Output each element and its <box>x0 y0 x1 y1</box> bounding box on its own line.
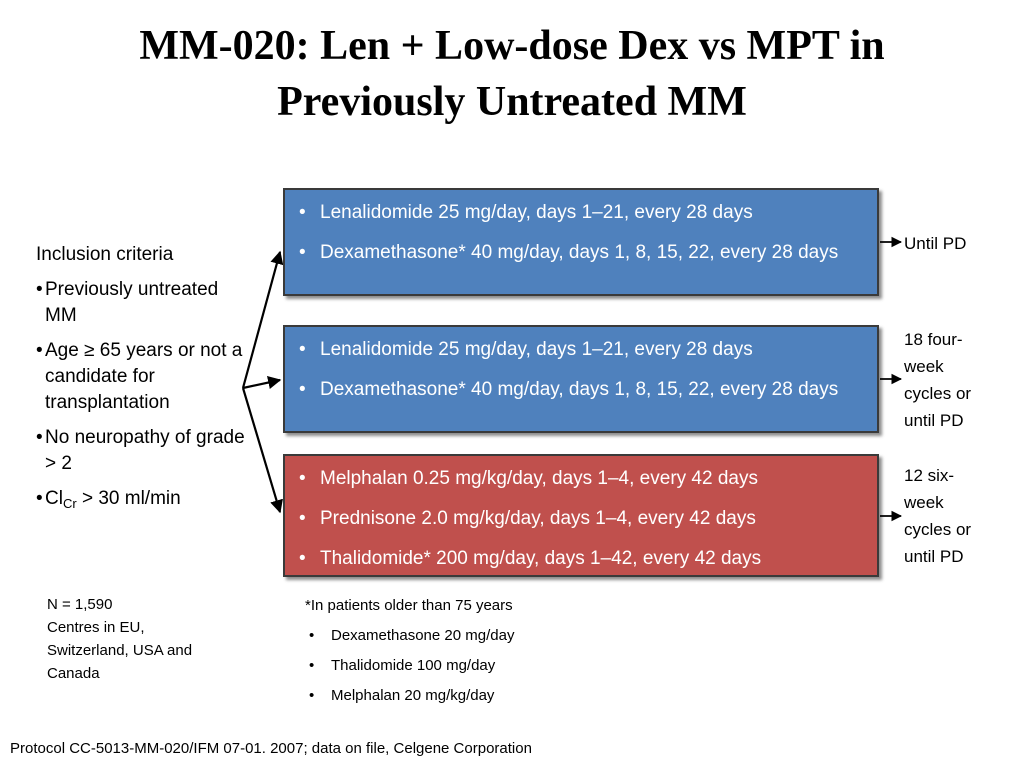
outcome-line: week <box>904 357 944 376</box>
outcome-line: cycles or <box>904 384 972 403</box>
outcome-line: until PD <box>904 547 964 566</box>
creatinine-suffix: > 30 ml/min <box>76 488 181 509</box>
sample-size: N = 1,590 <box>47 596 113 613</box>
inclusion-item: • No neuropathy of grade > 2 <box>36 425 251 477</box>
outcome-line: week <box>904 493 944 512</box>
regimen-item: Thalidomide* 200 mg/day, days 1–42, ever… <box>297 546 859 572</box>
inclusion-item-text: Previously untreated MM <box>45 279 219 326</box>
arrow-to-arm-1 <box>241 250 284 389</box>
arm-regimen-list: Melphalan 0.25 mg/kg/day, days 1–4, ever… <box>297 466 859 572</box>
inclusion-item: • Previously untreated MM <box>36 277 251 329</box>
inclusion-list: • Previously untreated MM • Age ≥ 65 years… <box>36 277 251 517</box>
regimen-item: Melphalan 0.25 mg/kg/day, days 1–4, ever… <box>297 466 859 492</box>
footnote-item: Dexamethasone 20 mg/day <box>305 621 685 651</box>
page-title: MM-020: Len + Low-dose Dex vs MPT in Pre… <box>40 18 984 130</box>
outcome-arm-3: 12 six- week cycles or until PD <box>904 462 1014 570</box>
arrow-to-arm-3 <box>241 387 283 514</box>
footnote-item: Melphalan 20 mg/kg/day <box>305 681 685 711</box>
arm-regimen-list: Lenalidomide 25 mg/day, days 1–21, every… <box>297 200 859 266</box>
bullet: • <box>36 340 43 361</box>
reference-citation: Protocol CC-5013-MM-020/IFM 07-01. 2007;… <box>10 740 532 757</box>
arm-len-dex-18-cycles: Lenalidomide 25 mg/day, days 1–21, every… <box>283 325 879 433</box>
outcome-line: cycles or <box>904 520 972 539</box>
title-line-2: Previously Untreated MM <box>277 79 747 125</box>
inclusion-item: • Age ≥ 65 years or not a candidate for t… <box>36 338 251 416</box>
title-line-1: MM-020: Len + Low-dose Dex vs MPT in <box>139 23 885 69</box>
regimen-item: Lenalidomide 25 mg/day, days 1–21, every… <box>297 200 859 226</box>
inclusion-item-text: Age ≥ 65 years or not a candidate for tr… <box>45 340 243 413</box>
inclusion-heading: Inclusion criteria <box>36 244 174 265</box>
regimen-item: Prednisone 2.0 mg/kg/day, days 1–4, ever… <box>297 506 859 532</box>
centres-line: Canada <box>47 665 100 682</box>
arm-regimen-list: Lenalidomide 25 mg/day, days 1–21, every… <box>297 337 859 403</box>
centres-line: Centres in EU, <box>47 619 145 636</box>
centres-line: Switzerland, USA and <box>47 642 193 659</box>
regimen-item: Dexamethasone* 40 mg/day, days 1, 8, 15,… <box>297 240 859 266</box>
bullet: • <box>36 488 43 509</box>
bullet: • <box>36 427 43 448</box>
outcome-arm-2: 18 four- week cycles or until PD <box>904 326 1014 434</box>
arm-mpt: Melphalan 0.25 mg/kg/day, days 1–4, ever… <box>283 454 879 577</box>
footnote-item: Thalidomide 100 mg/day <box>305 651 685 681</box>
footnote-heading: *In patients older than 75 years <box>305 597 513 614</box>
creatinine-subscript: Cr <box>62 496 77 511</box>
regimen-item: Dexamethasone* 40 mg/day, days 1, 8, 15,… <box>297 377 859 403</box>
study-info: N = 1,590 Centres in EU, Switzerland, US… <box>47 593 247 685</box>
inclusion-item-creatinine: • ClCr > 30 ml/min <box>36 486 251 517</box>
arrow-to-arm-2 <box>242 376 282 390</box>
footnote-list: Dexamethasone 20 mg/day Thalidomide 100 … <box>305 621 685 711</box>
regimen-item: Lenalidomide 25 mg/day, days 1–21, every… <box>297 337 859 363</box>
inclusion-item-text: No neuropathy of grade > 2 <box>45 427 245 474</box>
outcome-line: 12 six- <box>904 466 955 485</box>
arm-len-dex-until-pd: Lenalidomide 25 mg/day, days 1–21, every… <box>283 188 879 296</box>
creatinine-prefix: Cl <box>45 488 63 509</box>
bullet: • <box>36 279 43 300</box>
outcome-line: until PD <box>904 411 964 430</box>
inclusion-criteria: Inclusion criteria • Previously untreated… <box>36 242 251 526</box>
outcome-arm-1: Until PD <box>904 230 1014 257</box>
outcome-line: Until PD <box>904 234 967 253</box>
outcome-line: 18 four- <box>904 330 963 349</box>
age-footnote: *In patients older than 75 years Dexamet… <box>305 591 685 711</box>
